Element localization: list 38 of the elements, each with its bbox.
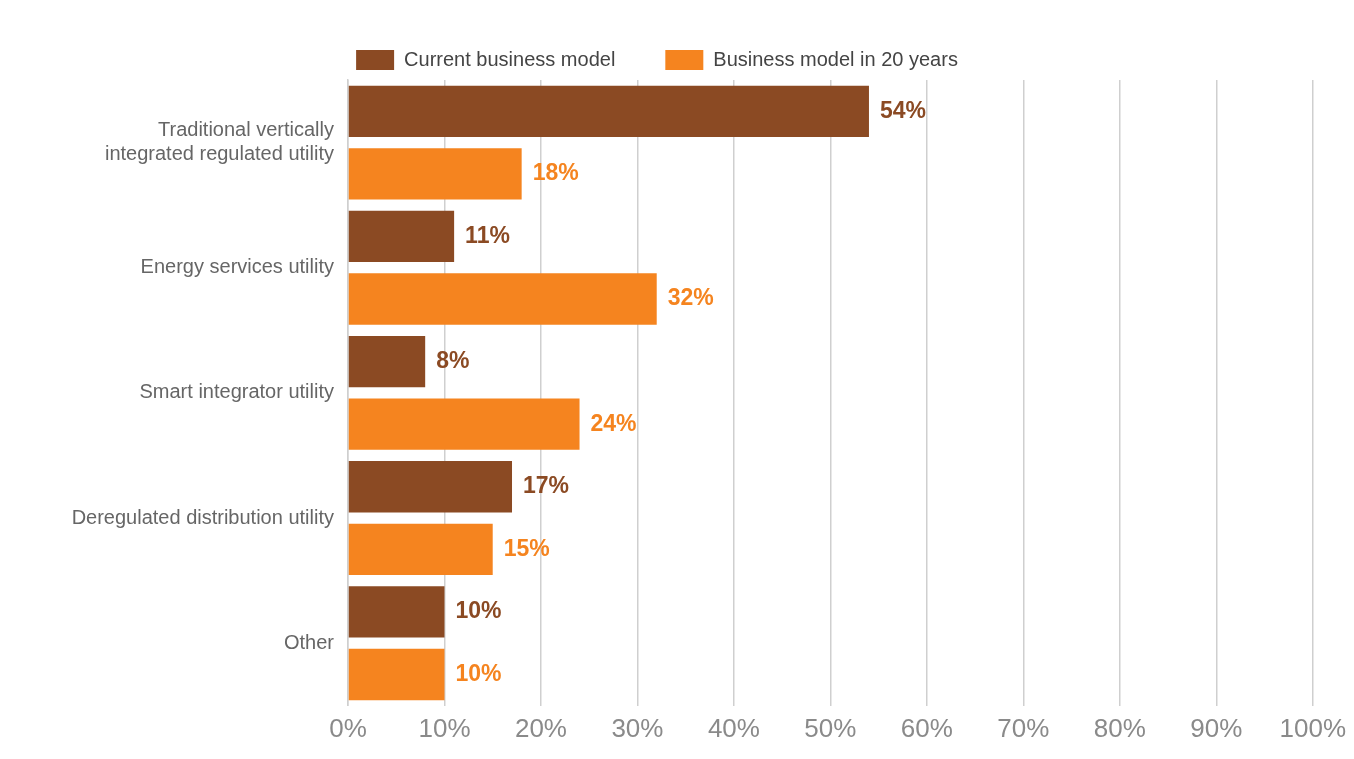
bar (348, 648, 445, 701)
data-label: 15% (503, 534, 550, 561)
data-label: 54% (879, 96, 927, 123)
bar (348, 523, 493, 576)
bar (348, 148, 522, 200)
data-label: 17% (523, 472, 570, 499)
x-tick-label: 60% (900, 712, 953, 743)
y-tick-label: Other (283, 630, 335, 653)
bar (348, 273, 657, 325)
data-label: 8% (436, 346, 470, 373)
x-tick-label: 70% (997, 712, 1050, 743)
legend-label: Current business model (404, 47, 616, 70)
y-tick-label: Energy services utility (140, 255, 334, 278)
y-tick-label: Smart integrator utility (139, 380, 334, 403)
bar (348, 398, 580, 450)
bar (348, 461, 513, 513)
x-tick-label: 80% (1093, 712, 1146, 743)
x-tick-label: 90% (1190, 712, 1243, 743)
data-label: 10% (455, 659, 502, 686)
data-label: 32% (667, 284, 714, 311)
data-label: 11% (465, 221, 510, 248)
x-tick-label: 20% (514, 712, 567, 743)
bar (348, 335, 426, 388)
y-tick-label: Traditional vertically integrated regulated utility (104, 118, 334, 165)
data-label: 10% (455, 597, 502, 624)
x-tick-label: 30% (611, 712, 664, 743)
data-label: 24% (590, 409, 637, 436)
x-tick-label: 0% (329, 712, 367, 743)
bar (348, 85, 869, 137)
legend-label: Business model in 20 years (713, 47, 958, 70)
x-tick-label: 50% (804, 712, 857, 743)
x-tick-label: 40% (707, 712, 760, 743)
bar (348, 210, 455, 263)
x-tick-label: 100% (1279, 712, 1346, 743)
x-tick-label: 10% (418, 712, 471, 743)
y-tick-label: Deregulated distribution utility (71, 505, 334, 528)
bar (348, 586, 445, 638)
data-label: 18% (532, 159, 579, 186)
